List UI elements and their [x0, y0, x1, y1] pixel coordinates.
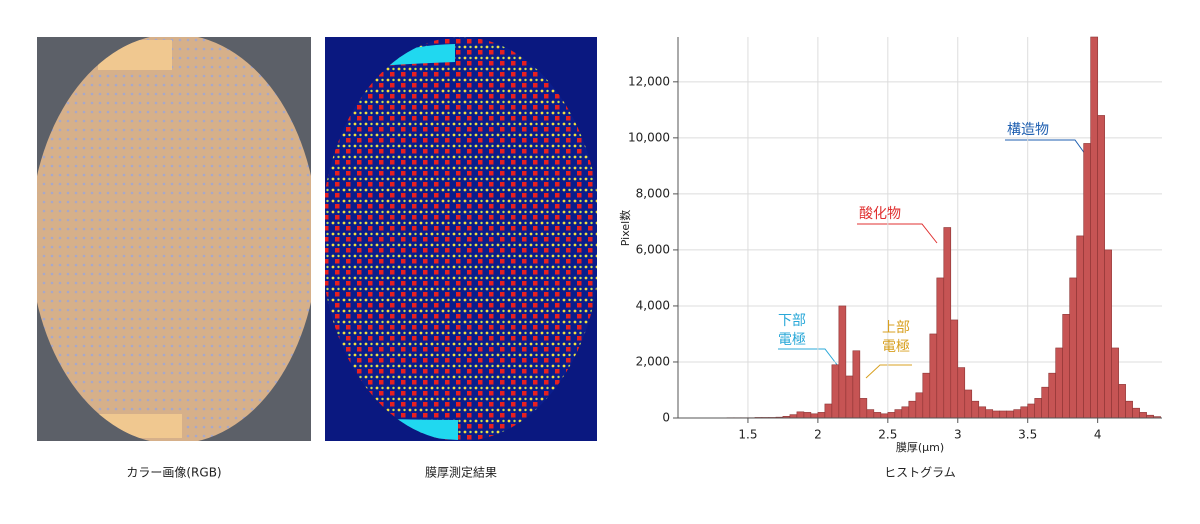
annotation: 電極	[882, 339, 910, 355]
bar	[1035, 398, 1042, 418]
y-tick-label: 4,000	[636, 298, 670, 312]
annotation: 下部	[778, 313, 806, 329]
bar	[797, 412, 804, 418]
bar	[825, 404, 832, 418]
bar	[818, 412, 825, 418]
bar	[902, 407, 909, 418]
bar	[1007, 411, 1014, 418]
bar	[958, 368, 965, 418]
bar	[1070, 278, 1077, 418]
x-axis-label: 膜厚(μm)	[896, 441, 944, 454]
color-image	[37, 37, 311, 441]
bar	[1091, 37, 1098, 418]
bar	[930, 334, 937, 418]
bar	[832, 365, 839, 418]
annotation: 電極	[778, 332, 806, 348]
bar	[1000, 411, 1007, 418]
caption: ヒストグラム	[884, 466, 956, 480]
bar	[853, 351, 860, 418]
bar	[804, 412, 811, 418]
y-tick-label: 12,000	[628, 74, 670, 88]
caption: 膜厚測定結果	[425, 465, 497, 480]
bar	[909, 401, 916, 418]
bar	[846, 376, 853, 418]
bar	[993, 411, 1000, 418]
x-tick-label: 3	[954, 428, 962, 442]
bar	[1105, 250, 1112, 418]
bar	[1028, 404, 1035, 418]
bar	[1119, 384, 1126, 418]
bar	[1049, 373, 1056, 418]
x-tick-label: 1.5	[738, 428, 757, 442]
bar	[860, 398, 867, 418]
bar	[937, 278, 944, 418]
y-tick-label: 0	[662, 411, 670, 425]
x-tick-label: 2.5	[878, 428, 897, 442]
bar	[867, 410, 874, 418]
bar	[839, 306, 846, 418]
bar	[1098, 115, 1105, 418]
bar	[1126, 401, 1133, 418]
bar	[1077, 236, 1084, 418]
bar	[874, 412, 881, 418]
y-tick-label: 2,000	[636, 354, 670, 368]
annotation: 構造物	[1007, 122, 1049, 138]
y-tick-label: 6,000	[636, 242, 670, 256]
bar	[1056, 348, 1063, 418]
caption: カラー画像(RGB)	[126, 466, 221, 480]
x-tick-label: 2	[814, 428, 822, 442]
annotation: 上部	[882, 320, 910, 336]
bar	[790, 415, 797, 418]
thickness-map	[325, 37, 597, 441]
bar	[951, 320, 958, 418]
y-tick-label: 8,000	[636, 186, 670, 200]
bar	[1014, 410, 1021, 418]
x-tick-label: 4	[1094, 428, 1102, 442]
bar	[895, 410, 902, 418]
x-tick-label: 3.5	[1018, 428, 1037, 442]
bar	[1084, 143, 1091, 418]
bar	[1112, 348, 1119, 418]
bar	[916, 393, 923, 418]
y-axis-label: Pixel数	[619, 210, 632, 246]
bar	[811, 414, 818, 418]
bar	[1021, 407, 1028, 418]
bar	[1133, 408, 1140, 418]
annotation: 酸化物	[859, 206, 901, 222]
bar	[979, 407, 986, 418]
bar	[888, 412, 895, 418]
bar	[1063, 314, 1070, 418]
bar	[986, 410, 993, 418]
bar	[944, 228, 951, 419]
bar	[923, 373, 930, 418]
bar	[1140, 412, 1147, 418]
y-tick-label: 10,000	[628, 130, 670, 144]
bar	[965, 390, 972, 418]
bar	[1042, 387, 1049, 418]
bar	[972, 401, 979, 418]
bar	[881, 414, 888, 418]
